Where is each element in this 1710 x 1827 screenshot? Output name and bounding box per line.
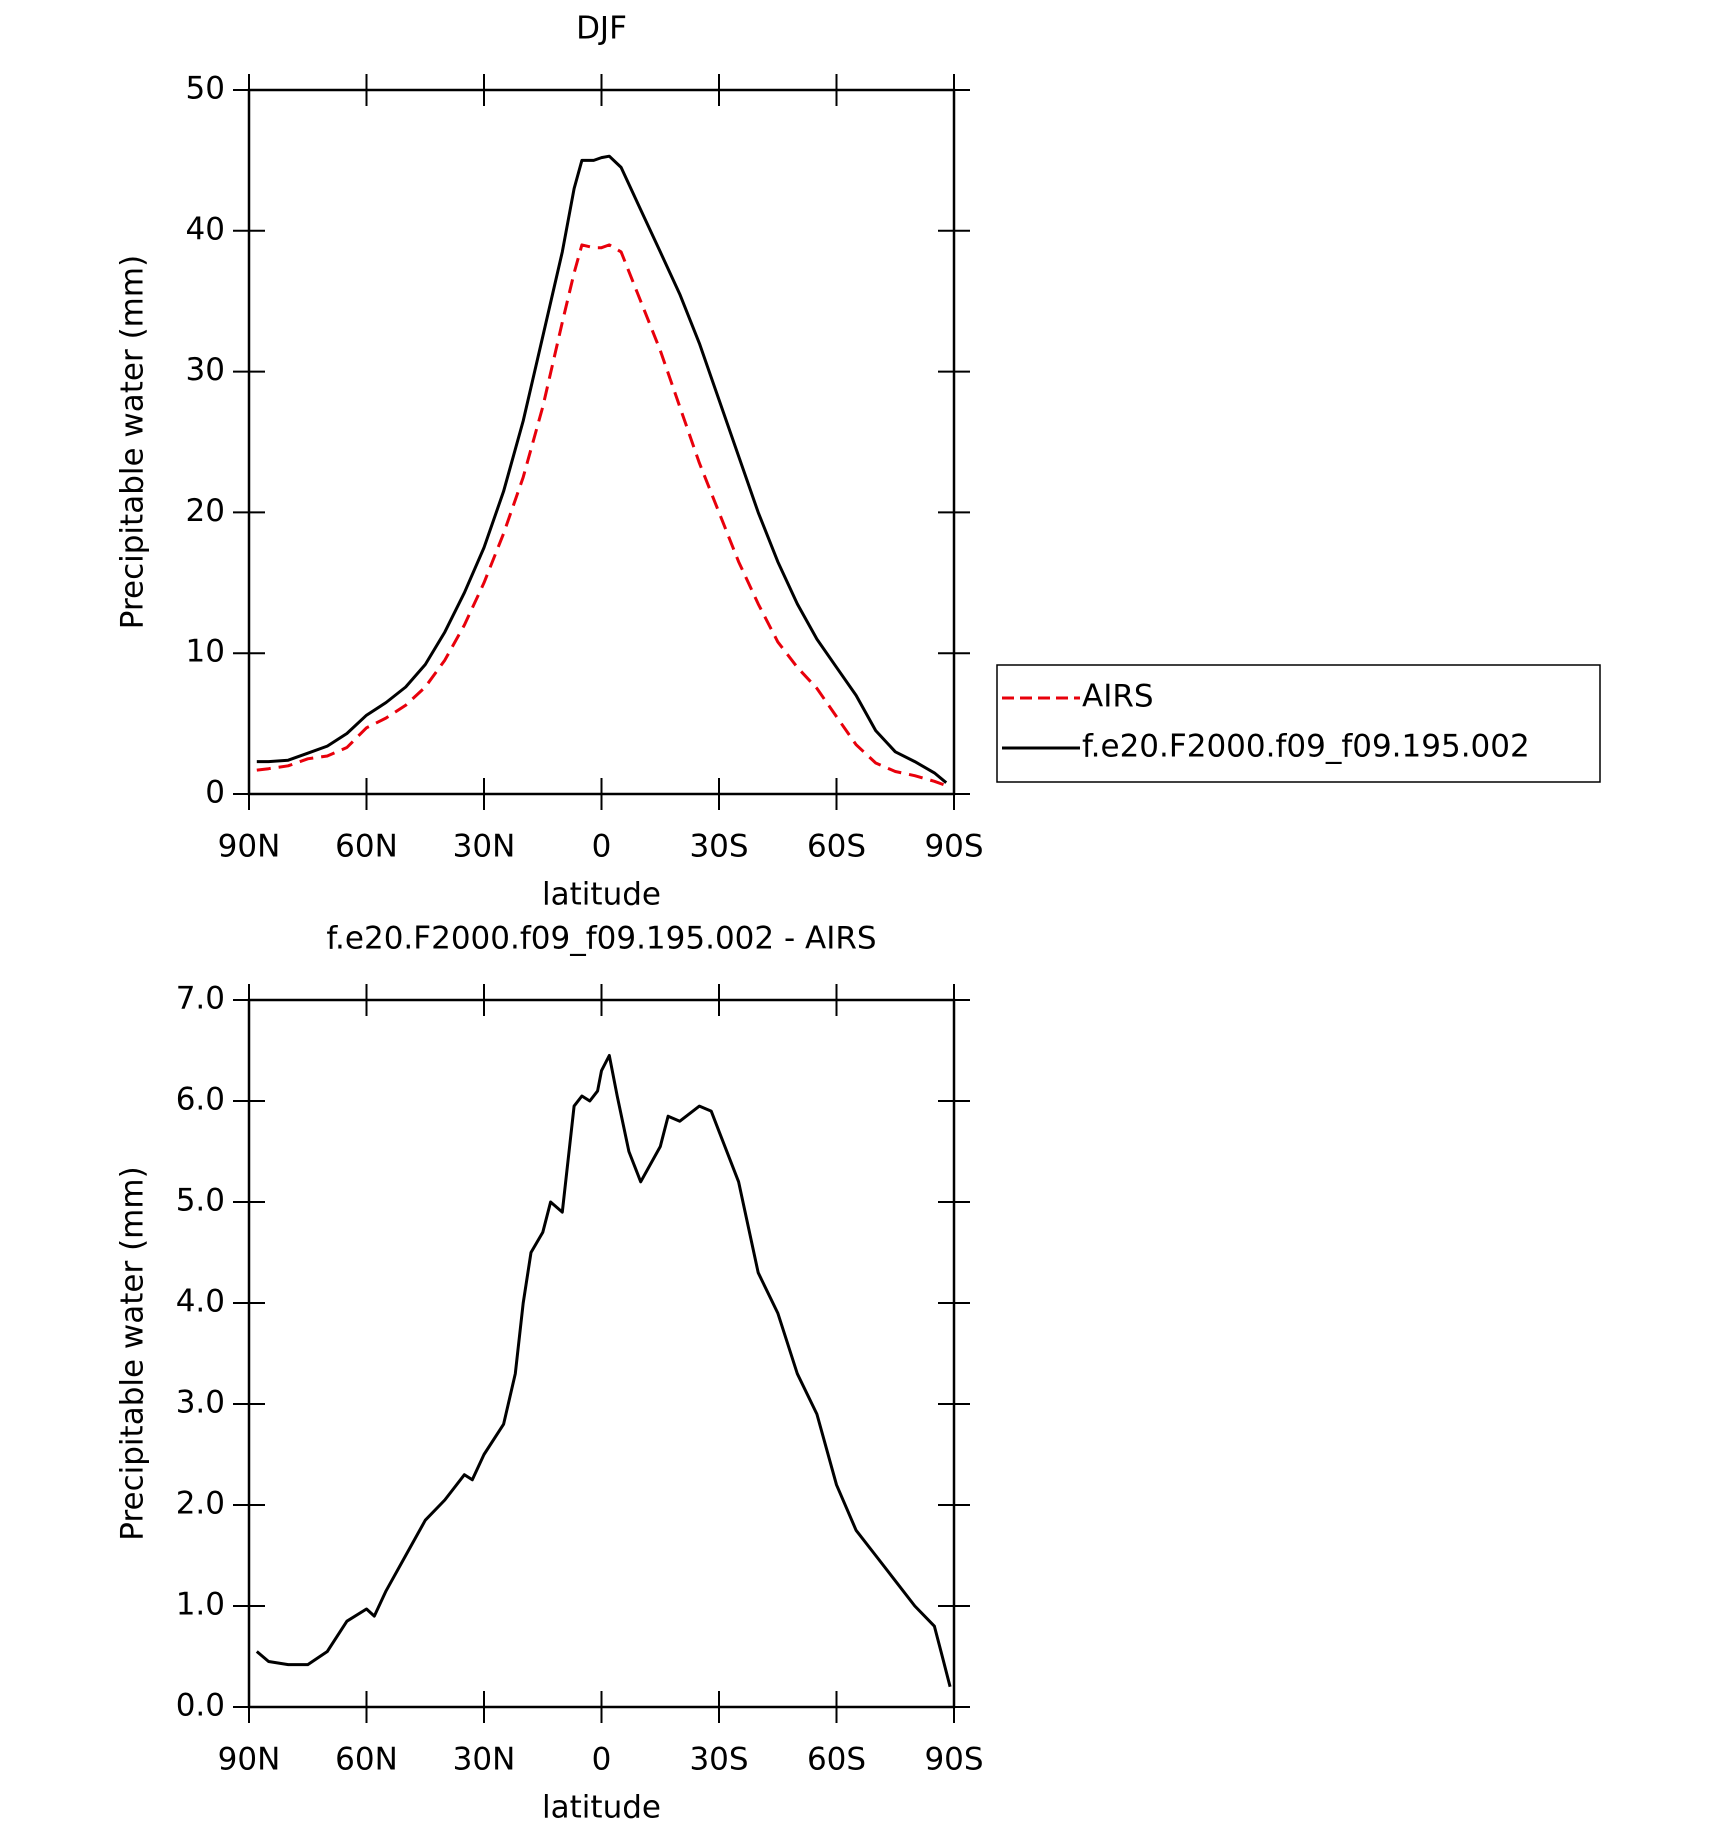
y-tick-label: 1.0 — [176, 1587, 225, 1623]
x-tick-label: 90N — [218, 1742, 281, 1778]
y-tick-label: 4.0 — [176, 1284, 225, 1320]
x-tick-label: 90S — [924, 829, 983, 865]
chart-title: DJF — [576, 11, 627, 47]
x-tick-label: 60S — [807, 1742, 866, 1778]
y-tick-label: 50 — [186, 71, 225, 107]
y-tick-label: 10 — [186, 634, 225, 670]
x-tick-label: 90S — [924, 1742, 983, 1778]
y-axis-label: Precipitable water (mm) — [115, 255, 151, 629]
plot-frame — [247, 88, 956, 796]
x-tick-label: 0 — [592, 829, 612, 865]
y-tick-label: 30 — [186, 352, 225, 388]
y-tick-label: 5.0 — [176, 1183, 225, 1219]
y-tick-label: 7.0 — [176, 981, 225, 1017]
x-tick-label: 0 — [592, 1742, 612, 1778]
legend-label: AIRS — [1082, 679, 1154, 715]
x-tick-label: 60N — [335, 1742, 398, 1778]
x-tick-label: 90N — [218, 829, 281, 865]
y-tick-label: 2.0 — [176, 1486, 225, 1522]
x-tick-label: 30S — [689, 829, 748, 865]
x-axis-label: latitude — [542, 1790, 661, 1826]
y-tick-label: 20 — [186, 493, 225, 529]
x-tick-label: 30N — [453, 829, 516, 865]
x-tick-label: 60N — [335, 829, 398, 865]
y-axis-label: Precipitable water (mm) — [115, 1166, 151, 1540]
chart-title: f.e20.F2000.f09_f09.195.002 - AIRS — [326, 921, 876, 957]
y-tick-label: 40 — [186, 211, 225, 247]
x-tick-label: 30N — [453, 1742, 516, 1778]
plot-frame — [247, 998, 956, 1709]
data-line — [255, 1054, 952, 1688]
y-tick-label: 0 — [205, 775, 225, 811]
x-axis-label: latitude — [542, 877, 661, 913]
x-tick-label: 60S — [807, 829, 866, 865]
legend-box — [996, 664, 1601, 783]
data-line — [256, 243, 947, 788]
x-tick-label: 30S — [689, 1742, 748, 1778]
data-line — [256, 154, 948, 784]
legend-label: f.e20.F2000.f09_f09.195.002 — [1082, 729, 1530, 765]
y-tick-label: 3.0 — [176, 1385, 225, 1421]
y-tick-label: 6.0 — [176, 1082, 225, 1118]
y-tick-label: 0.0 — [176, 1688, 225, 1724]
